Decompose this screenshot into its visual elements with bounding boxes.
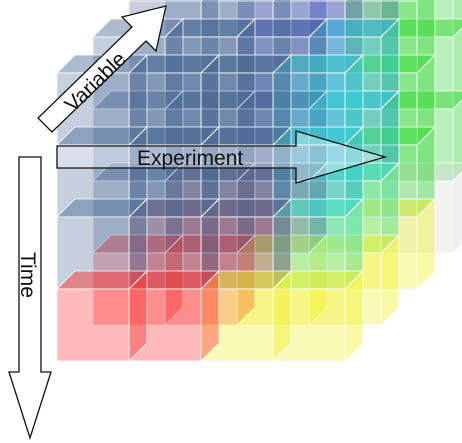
time-axis-label: Time [16,252,39,298]
time-axis-arrow: Time [8,156,52,441]
experiment-arrow-shape [56,130,388,184]
cube-cell [55,269,149,363]
experiment-axis-arrow: Experiment [56,130,388,184]
time-arrow-shape [8,156,52,441]
variable-arrow-shape [37,5,167,133]
cube-grid [55,0,462,363]
cube-front-face [56,288,130,362]
experiment-axis-label: Experiment [137,147,243,170]
